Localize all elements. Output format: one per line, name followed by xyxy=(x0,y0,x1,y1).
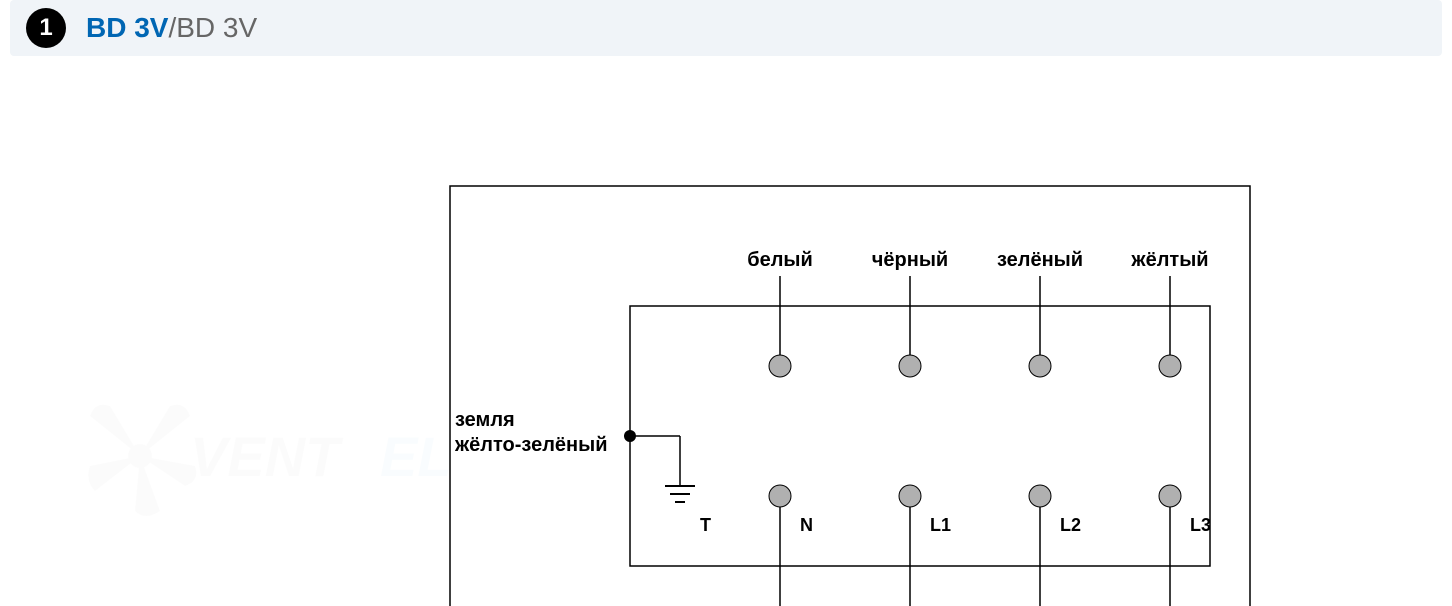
title-separator: / xyxy=(168,12,176,44)
wire-label-black: чёрный xyxy=(872,249,948,271)
terminal-label-n: N xyxy=(800,515,813,535)
wire-label-green: зелёный xyxy=(997,249,1083,271)
ground-label-line1: земля xyxy=(455,409,515,431)
top-terminal-4 xyxy=(1159,355,1181,377)
item-number-badge: 1 xyxy=(26,8,66,48)
terminal-block xyxy=(630,306,1210,566)
top-terminal-2 xyxy=(899,355,921,377)
title-secondary: BD 3V xyxy=(176,12,257,44)
header-bar: 1 BD 3V / BD 3V xyxy=(10,0,1442,56)
terminal-label-t: T xyxy=(700,515,711,535)
bottom-terminal-l1 xyxy=(899,485,921,507)
wiring-diagram-svg: белый чёрный зелёный жёлтый N L1 L2 L3 xyxy=(0,86,1452,606)
bottom-terminal-n xyxy=(769,485,791,507)
top-terminal-1 xyxy=(769,355,791,377)
bottom-terminal-l2 xyxy=(1029,485,1051,507)
bottom-terminal-l3 xyxy=(1159,485,1181,507)
badge-number: 1 xyxy=(39,14,52,42)
outer-enclosure xyxy=(450,186,1250,606)
wire-label-yellow: жёлтый xyxy=(1130,249,1208,271)
terminal-label-l1: L1 xyxy=(930,515,951,535)
title-primary: BD 3V xyxy=(86,12,168,44)
terminal-label-l3: L3 xyxy=(1190,515,1211,535)
top-terminal-3 xyxy=(1029,355,1051,377)
ground-label-line2: жёлто-зелёный xyxy=(454,434,608,456)
terminal-label-l2: L2 xyxy=(1060,515,1081,535)
wiring-diagram-container: VENT EL белый чёрный зелёный жёлтый xyxy=(0,86,1452,586)
wire-label-white: белый xyxy=(747,249,813,271)
